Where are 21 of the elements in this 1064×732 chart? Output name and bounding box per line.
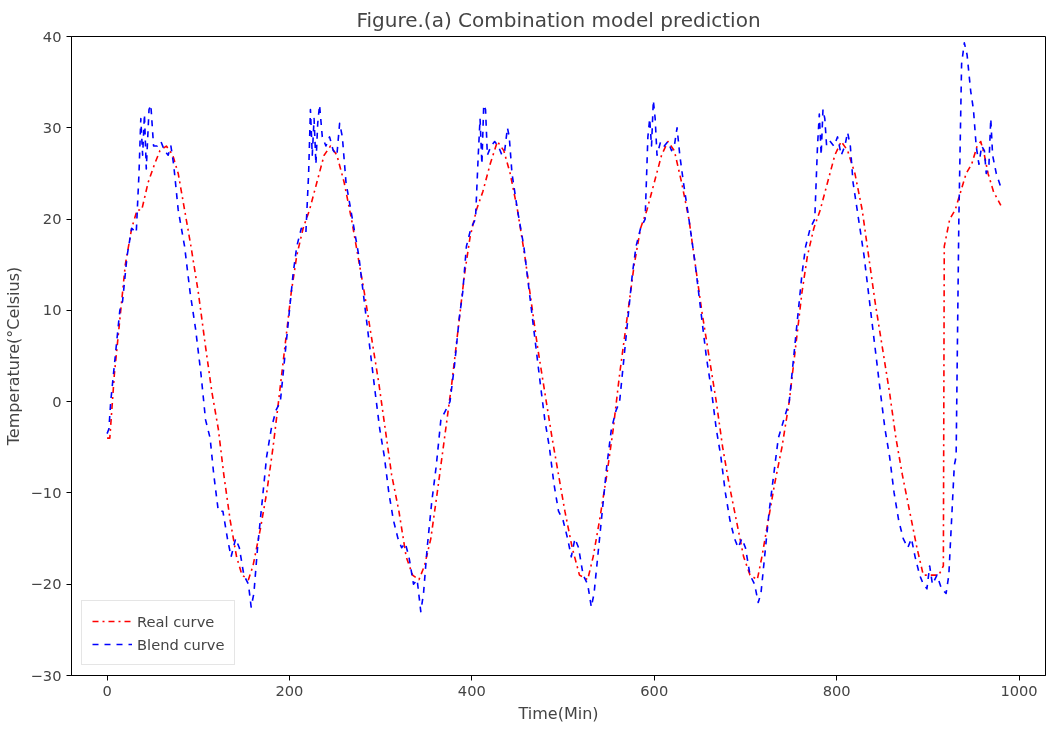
chart-title: Figure.(a) Combination model prediction [356, 7, 761, 32]
y-tick-label: 0 [52, 392, 62, 410]
y-tick-label: 10 [42, 301, 62, 319]
y-tick-label: −10 [30, 483, 62, 501]
x-axis-title: Time(Min) [517, 703, 599, 723]
x-tick-label: 800 [822, 681, 851, 699]
x-tick-label: 1000 [1000, 681, 1038, 699]
y-tick-label: 30 [42, 118, 62, 136]
x-tick-label: 400 [457, 681, 486, 699]
y-tick-label: 40 [42, 27, 62, 45]
legend-label: Real curve [137, 612, 215, 630]
x-tick-label: 200 [275, 681, 304, 699]
x-tick-label: 0 [102, 681, 112, 699]
y-tick-label: −20 [30, 575, 62, 593]
y-axis-title: Temperature(°Celsius) [3, 266, 23, 447]
y-tick-label: 20 [42, 210, 62, 228]
x-tick-label: 600 [640, 681, 669, 699]
line-series [106, 42, 1002, 613]
legend-label: Blend curve [137, 635, 225, 653]
y-tick-label: −30 [30, 666, 62, 684]
line-series [106, 140, 1002, 581]
